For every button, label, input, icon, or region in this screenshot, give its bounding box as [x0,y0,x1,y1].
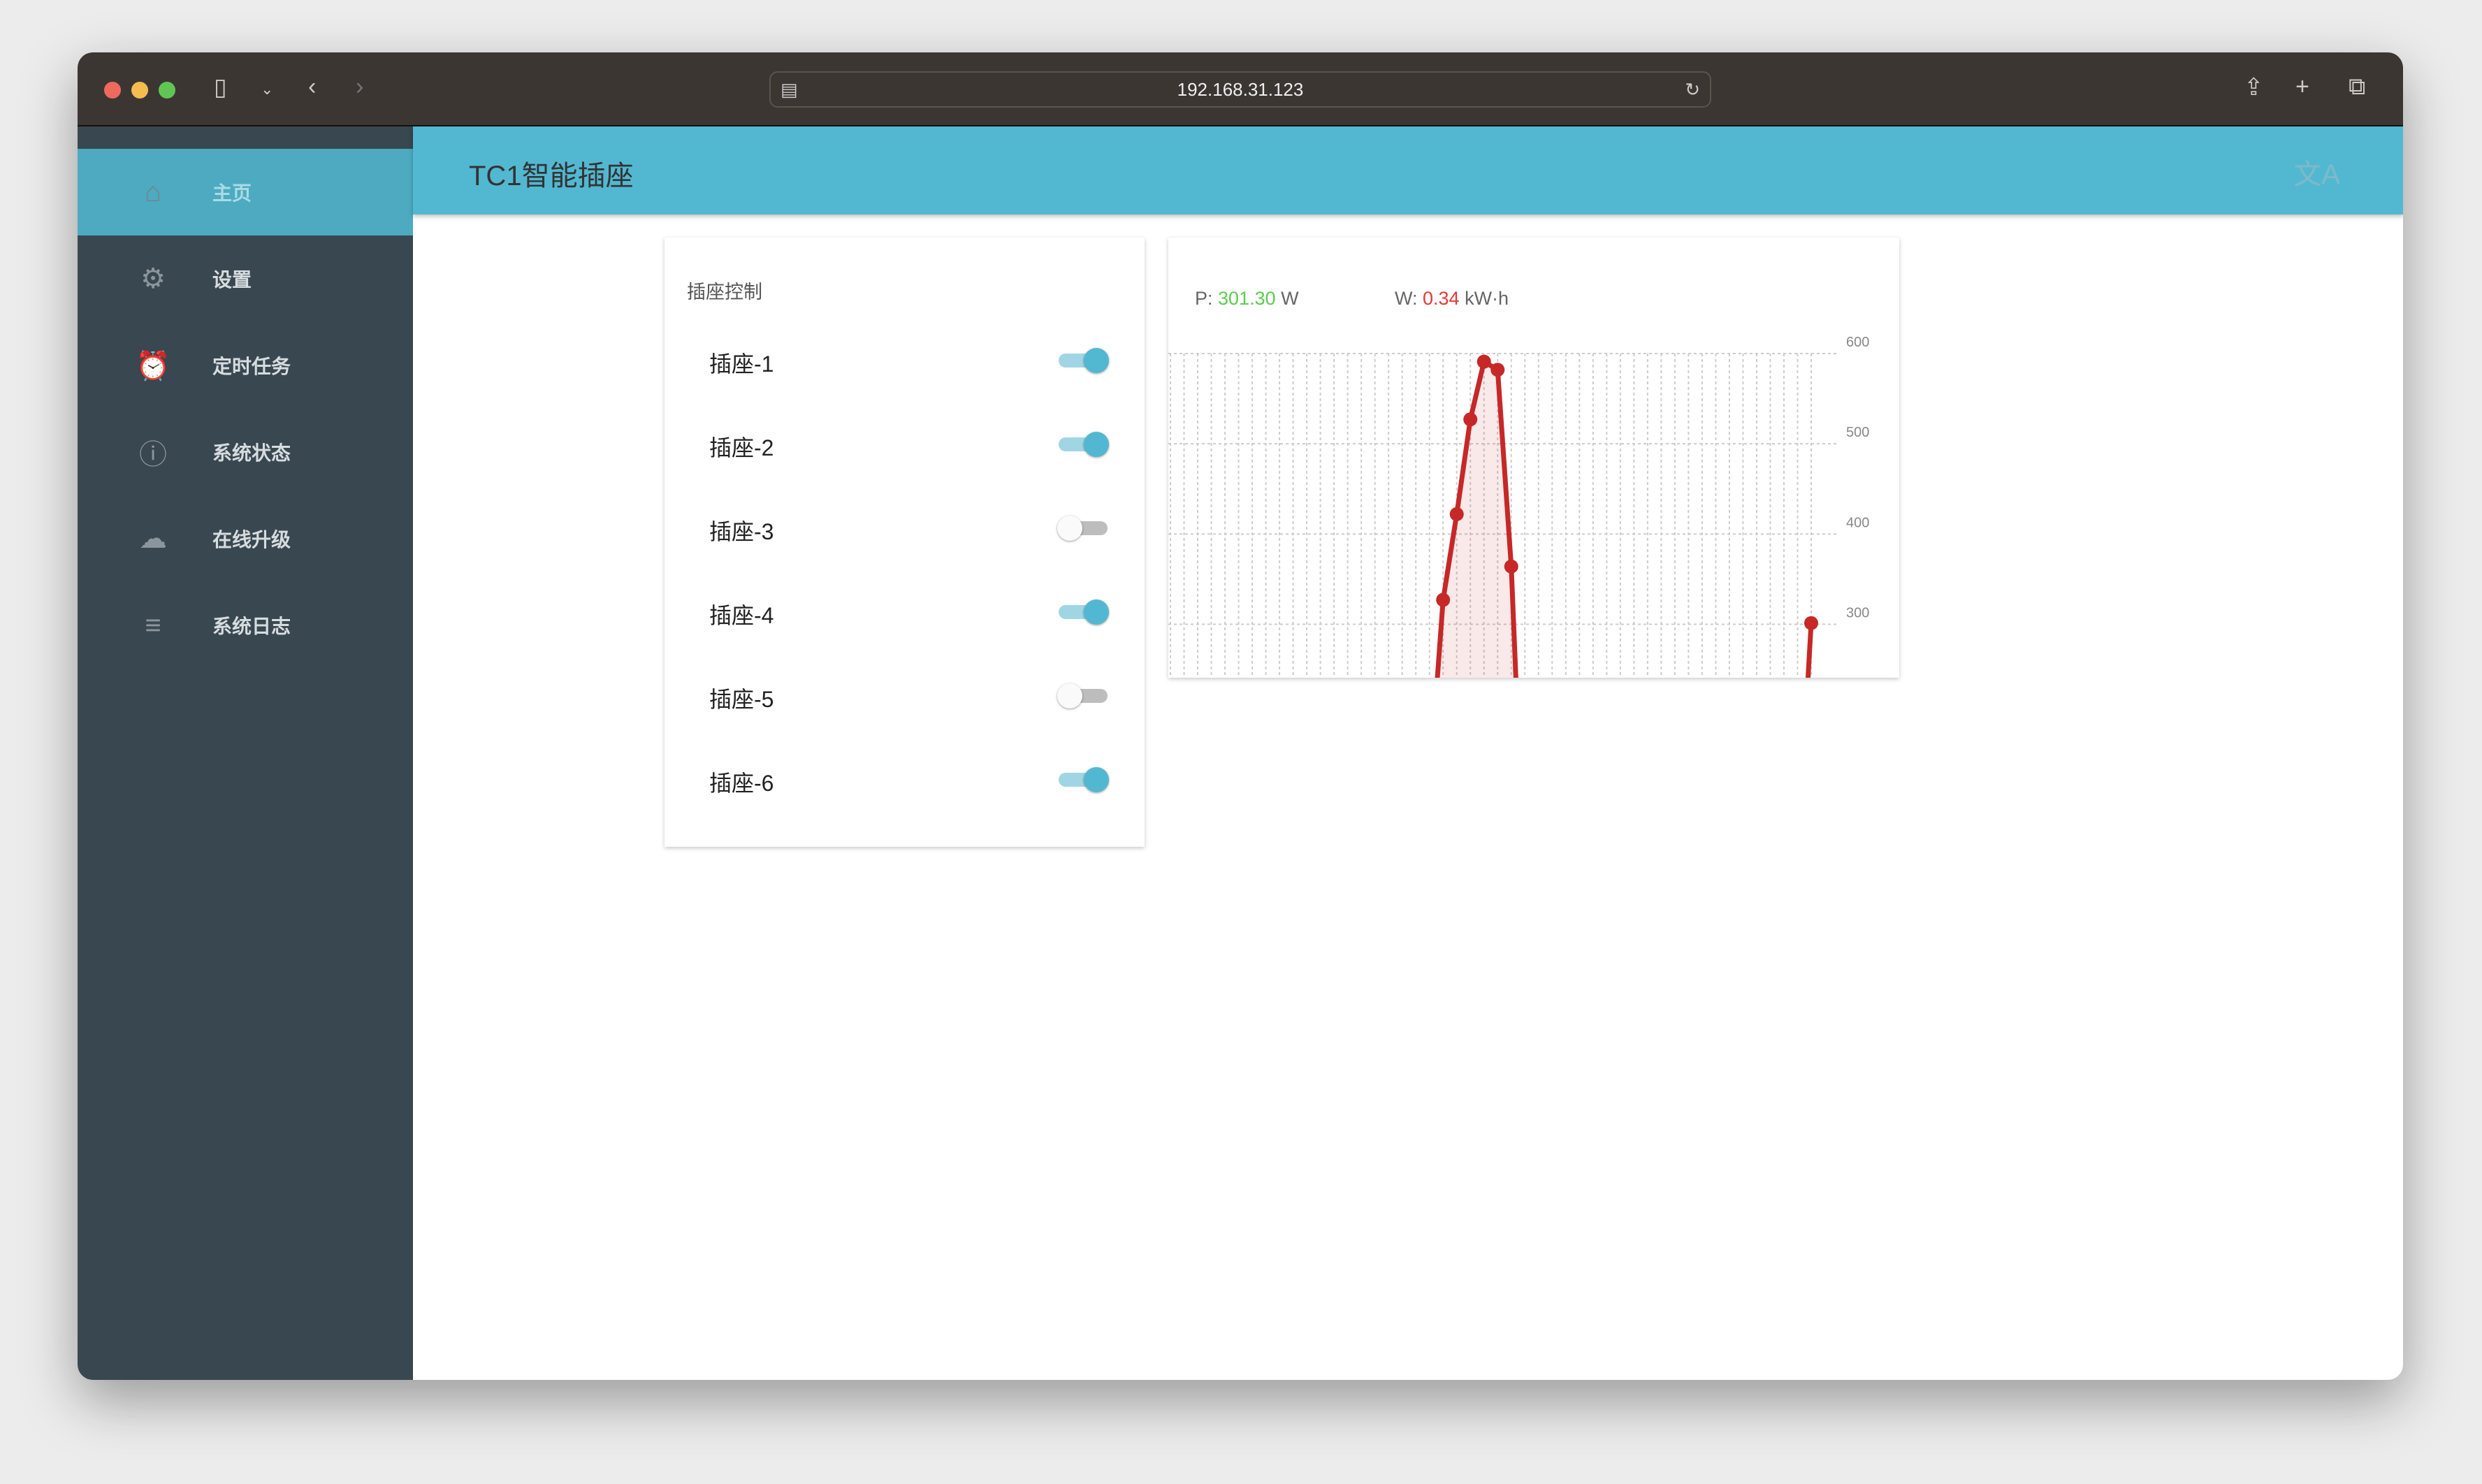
toggle-knob [1057,683,1082,708]
y-tick-label: 400 [1846,515,1869,530]
info-icon: ⓘ [139,439,167,470]
alarm-icon: ⏰ [136,350,170,381]
socket-row: 插座-6 [665,757,1145,799]
sidebar-item-0[interactable]: ⌂ 主页 [78,149,413,235]
socket-toggle[interactable] [1057,516,1108,541]
home-icon: ⌂ [144,176,162,208]
data-point [1449,507,1464,521]
sidebar-item-1[interactable]: ⚙ 设置 [78,235,413,322]
url-text: 192.168.31.123 [1177,79,1304,100]
sidebar-item-label: 定时任务 [212,356,291,377]
gear-icon: ⚙ [140,263,166,294]
socket-label: 插座-2 [709,435,774,460]
sidebar-item-label: 主页 [212,182,252,204]
sidebar-item-2[interactable]: ⏰ 定时任务 [78,322,413,409]
chevron-down-icon[interactable]: ⌄ [261,80,274,98]
data-point [1504,559,1518,574]
tabs-icon[interactable]: ⧉ [2349,73,2366,100]
socket-row: 插座-5 [665,674,1145,715]
data-point [1490,363,1505,377]
power-readout: P: 301.30 W [1195,288,1299,310]
data-point [1804,616,1818,630]
socket-label: 插座-1 [709,351,774,377]
card-title: 插座控制 [687,282,762,303]
data-point [1463,412,1478,427]
y-tick-label: 300 [1846,606,1869,621]
power-value: 301.30 [1218,288,1276,309]
power-chart: 0100200300400500600 [1168,335,1869,678]
toggle-knob [1057,516,1082,541]
socket-row: 插座-2 [665,422,1145,464]
toggle-knob [1084,767,1109,792]
data-point [1476,354,1491,369]
cloud-download-icon: ☁ [139,523,167,554]
y-tick-label: 500 [1846,425,1869,440]
sidebar-item-label: 系统状态 [212,442,291,464]
zoom-window-button[interactable] [159,82,175,99]
socket-toggle[interactable] [1057,683,1108,708]
sidebar-item-3[interactable]: ⓘ 系统状态 [78,409,413,495]
sidebar-item-5[interactable]: ≡ 系统日志 [78,582,413,669]
series-area [1437,361,1811,678]
sidebar: ⌂ 主页 ⚙ 设置 ⏰ 定时任务 ⓘ 系统状态 ☁ 在线升级 ≡ 系统日志 [78,126,413,1380]
new-tab-icon[interactable]: + [2295,73,2309,100]
socket-label: 插座-3 [709,519,774,544]
data-point [1436,592,1451,607]
reload-icon[interactable]: ↻ [1685,79,1700,100]
socket-toggle[interactable] [1059,599,1109,625]
energy-label: W: [1395,288,1423,309]
energy-unit: kW·h [1459,288,1509,309]
energy-readout: W: 0.34 kW·h [1395,288,1509,310]
minimize-window-button[interactable] [131,82,148,99]
power-unit: W [1275,288,1299,309]
toggle-knob [1084,432,1109,457]
address-bar[interactable]: ▤ 192.168.31.123 ↻ [769,71,1711,108]
sidebar-item-label: 设置 [212,269,252,291]
power-chart-card: P: 301.30 W W: 0.34 kW·h 010020030040050… [1168,238,1899,678]
share-icon[interactable]: ⇪ [2244,74,2264,101]
socket-label: 插座-6 [709,771,774,796]
page-title: TC1智能插座 [469,161,634,191]
browser-window: ▯ ⌄ ‹ › ▤ 192.168.31.123 ↻ ⇪ + ⧉ ⌂ 主页 ⚙ 设置 ⏰… [78,52,2403,1380]
toggle-knob [1084,599,1109,625]
app-header: TC1智能插座 文A [413,126,2403,214]
forward-icon[interactable]: › [356,73,364,100]
close-window-button[interactable] [104,82,121,99]
browser-toolbar: ▯ ⌄ ‹ › ▤ 192.168.31.123 ↻ ⇪ + ⧉ [78,52,2403,126]
socket-toggle[interactable] [1059,767,1109,792]
socket-toggle[interactable] [1059,348,1109,373]
sidebar-icon[interactable]: ▯ [214,74,227,101]
sidebar-item-label: 在线升级 [212,529,291,551]
socket-label: 插座-4 [709,603,774,628]
energy-value: 0.34 [1423,288,1460,309]
toggle-knob [1084,348,1109,373]
y-tick-label: 600 [1846,335,1869,350]
sidebar-item-label: 系统日志 [212,616,291,637]
socket-row: 插座-3 [665,506,1145,548]
page-icon: ▤ [781,79,798,100]
sidebar-item-4[interactable]: ☁ 在线升级 [78,495,413,582]
list-icon: ≡ [145,609,161,641]
back-icon[interactable]: ‹ [308,73,317,100]
socket-row: 插座-1 [665,338,1145,380]
socket-toggle[interactable] [1059,432,1109,457]
series-line [1435,359,1814,678]
socket-row: 插座-4 [665,590,1145,632]
socket-control-card: 插座控制 插座-1 插座-2 插座-3 插座-4 插座-5 插座-6 [665,238,1145,847]
translate-icon[interactable]: 文A [2293,159,2340,190]
socket-label: 插座-5 [709,687,774,712]
power-label: P: [1195,288,1219,309]
